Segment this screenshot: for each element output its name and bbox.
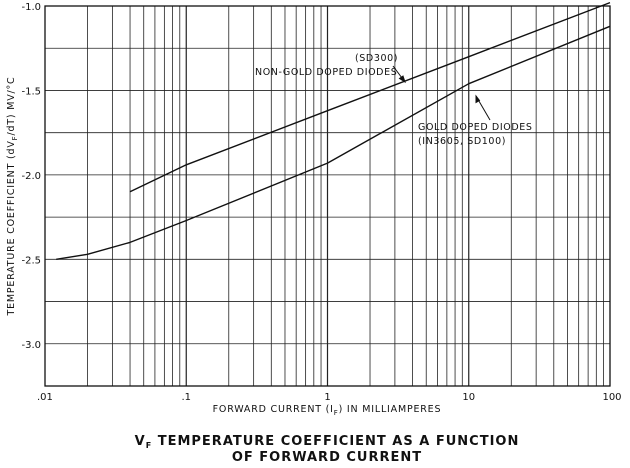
plot-frame xyxy=(44,5,611,387)
y-tick-label: -1.5 xyxy=(21,86,41,97)
x-tick-label: 10 xyxy=(462,392,475,403)
y-tick-label: -3.0 xyxy=(21,340,41,351)
series-label-gold: GOLD DOPED DIODES xyxy=(418,122,532,133)
series-note-sd300: (SD300) xyxy=(355,53,398,64)
x-tick-label: .01 xyxy=(37,392,53,403)
series-note-gold: (IN3605, SD100) xyxy=(418,136,506,147)
chart-title-line2: OF FORWARD CURRENT xyxy=(232,450,422,465)
grid xyxy=(45,6,610,386)
y-tick-label: -2.0 xyxy=(21,171,41,182)
leader-arrow-gold xyxy=(475,94,491,121)
chart-title-line1: VF TEMPERATURE COEFFICIENT AS A FUNCTION xyxy=(135,434,520,450)
x-tick-label: .1 xyxy=(181,392,191,403)
y-tick-label: -1.0 xyxy=(21,2,41,13)
y-tick-label: -2.5 xyxy=(21,255,41,266)
series-line-gold xyxy=(56,25,611,260)
y-axis-label: TEMPERATURE COEFFICIENT (dVF/dT) MV/°C xyxy=(6,76,19,316)
series-lines xyxy=(56,1,611,260)
series-label-non-gold: NON-GOLD DOPED DIODES xyxy=(255,67,397,78)
x-tick-label: 1 xyxy=(324,392,330,403)
x-axis-label: FORWARD CURRENT (IF) IN MILLIAMPERES xyxy=(213,404,442,417)
x-tick-label: 100 xyxy=(602,392,621,403)
tick-labels: .01 .1 1 10 100 -1.0 -1.5 -2.0 -2.5 -3.0 xyxy=(21,2,621,403)
leader-arrow-non-gold xyxy=(392,65,406,84)
series-line-non-gold xyxy=(129,1,611,193)
